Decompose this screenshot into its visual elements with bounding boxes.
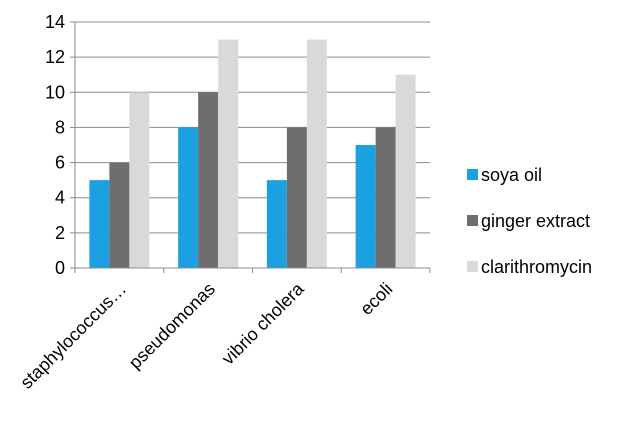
bar-soya-oil-1 xyxy=(178,127,199,268)
bar-soya-oil-0 xyxy=(89,180,110,268)
legend-swatch-ginger-extract xyxy=(467,215,478,226)
bars xyxy=(89,39,416,269)
y-tick-label: 4 xyxy=(55,188,65,208)
x-category-label: pseudomonas xyxy=(125,279,219,373)
legend: soya oil ginger extract clarithromycin xyxy=(467,165,592,277)
y-tick-label: 14 xyxy=(45,12,65,32)
bar-clarithromycin-2 xyxy=(306,39,327,269)
bar-ginger-extract-3 xyxy=(375,127,396,268)
y-tick-label: 0 xyxy=(55,258,65,278)
bar-ginger-extract-1 xyxy=(198,92,219,269)
legend-swatch-clarithromycin xyxy=(467,261,478,272)
bar-soya-oil-3 xyxy=(355,145,376,268)
x-category-label: vibrio cholera xyxy=(218,278,309,369)
bar-ginger-extract-2 xyxy=(286,127,307,268)
legend-label-clarithromycin: clarithromycin xyxy=(481,257,592,277)
bar-clarithromycin-1 xyxy=(218,39,239,269)
bar-ginger-extract-0 xyxy=(109,162,130,268)
legend-label-soya-oil: soya oil xyxy=(481,165,542,185)
bar-soya-oil-2 xyxy=(266,180,287,268)
legend-label-ginger-extract: ginger extract xyxy=(481,211,590,231)
x-category-label: staphylococcus… xyxy=(16,279,130,393)
y-tick-label: 6 xyxy=(55,153,65,173)
bar-clarithromycin-0 xyxy=(129,92,150,269)
y-tick-label: 8 xyxy=(55,117,65,137)
y-tick-label: 2 xyxy=(55,223,65,243)
axes xyxy=(74,22,431,273)
y-tick-label: 12 xyxy=(45,47,65,67)
x-category-label: ecoli xyxy=(356,279,396,319)
bar-clarithromycin-3 xyxy=(395,74,416,268)
legend-swatch-soya-oil xyxy=(467,169,478,180)
y-axis-ticks: 0 2 4 6 8 10 12 14 xyxy=(45,12,75,278)
y-tick-label: 10 xyxy=(45,82,65,102)
